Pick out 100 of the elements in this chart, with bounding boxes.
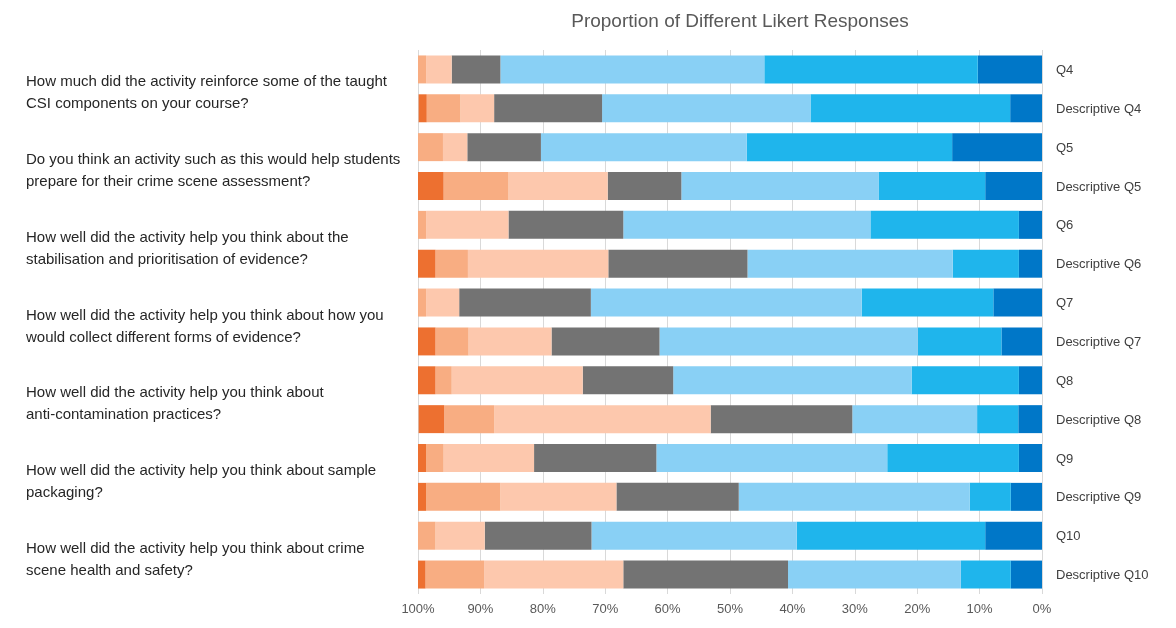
text: How well did the activity help you think about the stabilisation and prioritisation of evidence? (26, 227, 353, 267)
bar (659, 327, 918, 356)
x-tick-label: 80% (529, 601, 557, 616)
bar (418, 405, 445, 434)
bar (796, 521, 986, 550)
bar (870, 210, 1019, 239)
bar (426, 94, 461, 123)
text: Do you think an activity such as this would help students prepare for their crime scene assessment? (26, 150, 405, 190)
bar (852, 405, 978, 434)
bar (764, 55, 978, 84)
text: How well did the activity help you think about sample packaging? (26, 460, 381, 500)
bar (1010, 94, 1042, 123)
x-tick-label: 70% (592, 601, 619, 616)
bar (443, 172, 509, 200)
y-tick-label: Q6 (1056, 217, 1074, 233)
bar (418, 288, 427, 317)
bar (960, 560, 1011, 589)
x-tick-label: 100% (401, 601, 436, 616)
bar (444, 405, 495, 434)
bar (451, 366, 583, 395)
bar (1001, 327, 1042, 356)
bar (1018, 444, 1042, 472)
bar (878, 172, 986, 200)
bar (494, 94, 603, 123)
x-tick-label: 20% (904, 601, 931, 616)
bar (911, 366, 1019, 395)
bar (710, 405, 853, 434)
text: How much did the activity reinforce some of the taught CSI components on your course? (26, 72, 392, 112)
bar (467, 249, 609, 278)
bar (426, 210, 509, 239)
bar (467, 133, 541, 162)
bar (534, 444, 657, 472)
bar (468, 327, 552, 356)
y-tick-label: Descriptive Q5 (1056, 178, 1142, 194)
bar (656, 444, 888, 472)
bar (746, 133, 953, 162)
x-tick-label: 10% (966, 601, 994, 616)
bar (993, 288, 1042, 317)
bar (418, 327, 436, 356)
bar (443, 444, 535, 472)
bar (418, 444, 427, 472)
x-tick-label: 50% (716, 601, 744, 616)
bar (459, 288, 591, 317)
bar (508, 172, 608, 200)
bar (551, 327, 660, 356)
y-tick-label: Descriptive Q9 (1056, 489, 1142, 505)
bar (673, 366, 912, 395)
y-tick-label: Q5 (1056, 139, 1074, 155)
bar (607, 172, 682, 200)
bar (1010, 560, 1042, 589)
bar (952, 133, 1042, 162)
bar (484, 521, 592, 550)
y-tick-label: Descriptive Q4 (1056, 100, 1142, 116)
y-tick-label: Q8 (1056, 372, 1074, 388)
bar (747, 249, 953, 278)
bar (985, 521, 1042, 550)
bar (426, 55, 452, 84)
x-tick-label: 30% (841, 601, 869, 616)
x-tick-label: 90% (467, 601, 494, 616)
bar (418, 210, 427, 239)
bar (681, 172, 879, 200)
bar (977, 405, 1019, 434)
bar (917, 327, 1002, 356)
y-tick-label: Q9 (1056, 450, 1074, 466)
bar (418, 482, 427, 511)
bar (985, 172, 1042, 200)
bar (861, 288, 994, 317)
bar (418, 560, 426, 589)
text: How well did the activity help you think about how you would collect different forms of evidence? (25, 305, 388, 345)
bar (484, 560, 624, 589)
bar (969, 482, 1011, 511)
bar (460, 94, 495, 123)
bar (590, 288, 862, 317)
y-tick-label: Q4 (1056, 61, 1074, 77)
bar (582, 366, 674, 395)
bar (418, 55, 427, 84)
y-tick-label: Q10 (1056, 528, 1081, 544)
x-tick-label: 0% (1032, 601, 1052, 616)
bar (442, 133, 468, 162)
bar (788, 560, 961, 589)
bar (616, 482, 739, 511)
chart-title: Proportion of Different Likert Responses (571, 10, 909, 31)
bar (1018, 210, 1042, 239)
text: How well did the activity help you think about crime scene health and safety? (26, 538, 369, 578)
bar (952, 249, 1019, 278)
bar (508, 210, 624, 239)
bar (494, 405, 711, 434)
bar (887, 444, 1019, 472)
bar (418, 249, 436, 278)
bar (435, 327, 469, 356)
bar (623, 210, 871, 239)
bar (435, 249, 468, 278)
y-tick-label: Descriptive Q10 (1056, 567, 1149, 583)
x-tick-label: 60% (654, 601, 682, 616)
text: How well did the activity help you think about anti-contamination practices? (26, 383, 328, 423)
bar (623, 560, 789, 589)
bar (418, 94, 427, 123)
bar (435, 366, 452, 395)
bar (451, 55, 501, 84)
bar (435, 521, 485, 550)
